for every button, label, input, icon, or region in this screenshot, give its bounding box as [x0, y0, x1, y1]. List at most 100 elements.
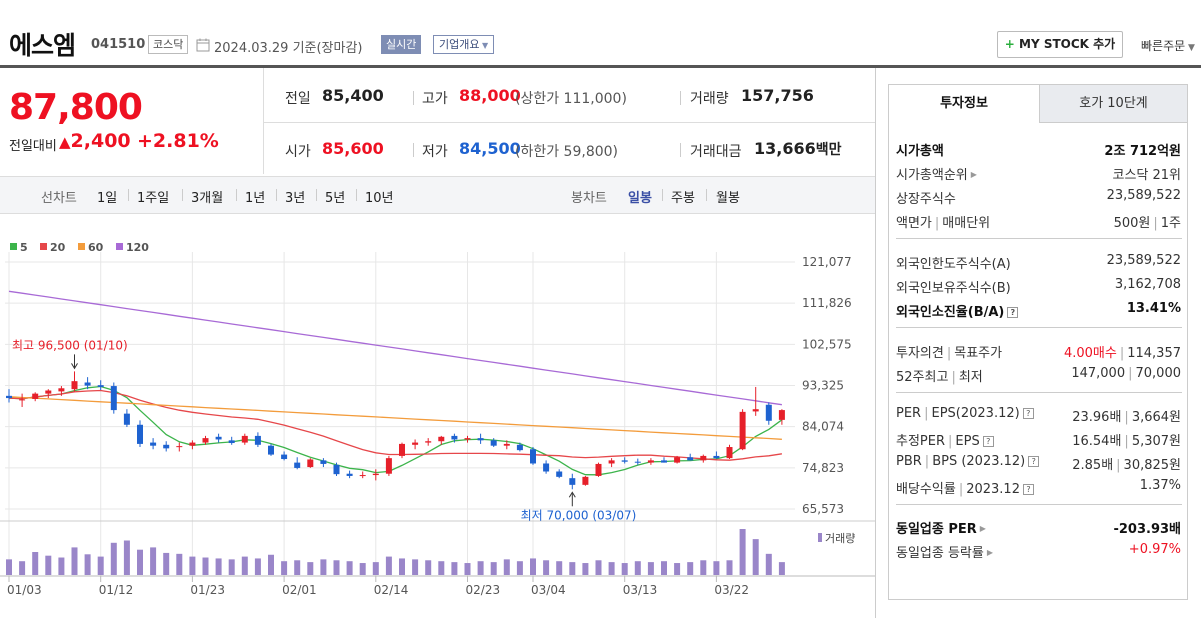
- volume-bar: [778, 562, 785, 575]
- help-icon[interactable]: ?: [1022, 408, 1034, 419]
- pbr-value: 2.85배: [1072, 458, 1114, 473]
- trade-amount-label: 거래대금: [690, 144, 742, 160]
- tab-5year[interactable]: 5년: [325, 191, 346, 206]
- candle-body: [385, 458, 392, 474]
- company-overview-button[interactable]: 기업개요 ▼: [433, 35, 495, 54]
- separator: [182, 189, 183, 201]
- cap-rank-label[interactable]: 시가총액순위 ▶: [896, 164, 977, 183]
- volume-bar: [425, 560, 432, 575]
- candle-body: [503, 443, 510, 446]
- candle-body: [189, 442, 196, 446]
- candle-body: [176, 446, 183, 448]
- help-icon[interactable]: ?: [1007, 307, 1019, 318]
- candle-body: [516, 444, 523, 451]
- volume-bar: [713, 561, 720, 575]
- tab-weekly[interactable]: 주봉: [671, 191, 695, 206]
- candle-body: [19, 399, 26, 401]
- volume-bar: [477, 561, 484, 575]
- chart-annotations: 최고 96,500 (01/10) 최저 70,000 (03/07): [12, 338, 636, 522]
- open-value: 85,600: [322, 139, 384, 158]
- industry-per-label-text: 동일업종 PER: [896, 522, 977, 537]
- volume-bar: [189, 556, 196, 575]
- industry-rate-value: +0.97%: [1128, 542, 1181, 557]
- prev-close-value: 85,400: [322, 86, 384, 105]
- tab-1day[interactable]: 1일: [97, 191, 118, 206]
- candle-body: [372, 473, 379, 476]
- volume-bars: 거래량: [6, 529, 855, 575]
- industry-per-label[interactable]: 동일업종 PER ▶: [896, 518, 986, 537]
- chart-grid: [0, 252, 875, 577]
- company-code: 041510: [91, 37, 146, 52]
- bps-value: 30,825원: [1123, 458, 1181, 473]
- chart-tab-bar: [0, 176, 875, 214]
- legend-label-5: 5: [20, 241, 28, 254]
- volume-bar: [320, 559, 327, 575]
- tab-monthly[interactable]: 월봉: [716, 191, 740, 206]
- candle-body: [320, 460, 327, 464]
- candle-body: [621, 460, 628, 462]
- candle-body: [687, 457, 694, 461]
- volume-bar: [752, 539, 759, 575]
- candle-body: [110, 386, 117, 411]
- volume-bar: [294, 560, 301, 575]
- candle-body: [661, 460, 667, 463]
- candle-body: [700, 455, 707, 461]
- candle-body: [71, 381, 78, 390]
- candle-body: [228, 440, 235, 444]
- legend-swatch-5: [10, 243, 17, 250]
- est-eps-label: EPS: [955, 434, 980, 449]
- target-label: 목표주가: [954, 346, 1003, 361]
- moving-average-lines: [8, 290, 783, 476]
- legend-label-120: 120: [126, 241, 149, 254]
- candle-body: [58, 388, 65, 392]
- tab-10year[interactable]: 10년: [365, 191, 394, 206]
- realtime-button[interactable]: 실시간: [381, 35, 422, 54]
- help-icon[interactable]: ?: [1022, 484, 1034, 495]
- tab-daily[interactable]: 일봉: [628, 191, 652, 206]
- foreign-hold-value: 3,162,708: [1114, 277, 1181, 292]
- open-label: 시가: [285, 144, 311, 160]
- x-tick-label: 02/23: [466, 583, 501, 597]
- per-eps-value: 23.96배 | 3,664원: [1072, 410, 1181, 425]
- candle-body: [674, 457, 681, 463]
- volume-bar: [202, 557, 209, 575]
- quick-order-menu[interactable]: 빠른주문 ▼: [1141, 37, 1195, 54]
- price-divider: [263, 68, 264, 174]
- company-name: 에스엠: [9, 31, 76, 60]
- separator: [413, 91, 414, 105]
- help-icon[interactable]: ?: [1028, 456, 1040, 467]
- tab-investment-info[interactable]: 투자정보: [889, 85, 1039, 123]
- low-value: 84,500: [459, 139, 521, 158]
- market-badge: 코스닥: [148, 35, 189, 54]
- separator: [680, 143, 681, 157]
- candle-body: [726, 447, 733, 459]
- volume-bar: [254, 558, 261, 575]
- volume-bar: [661, 561, 667, 575]
- tab-1year[interactable]: 1년: [245, 191, 266, 206]
- high-value: 88,000: [459, 86, 521, 105]
- candle-body: [556, 471, 563, 477]
- y-tick-label: 65,573: [802, 502, 844, 516]
- change-amount: ▲2,400: [59, 130, 131, 152]
- y-tick-label: 111,826: [802, 296, 852, 310]
- tab-3month[interactable]: 3개월: [191, 191, 224, 206]
- tab-3year[interactable]: 3년: [285, 191, 306, 206]
- separator: [680, 91, 681, 105]
- candle-body: [215, 436, 222, 440]
- stock-header: 에스엠 041510 코스닥 2024.03.29 기준(장마감) 실시간 기업…: [0, 0, 1201, 68]
- help-icon[interactable]: ?: [982, 436, 994, 447]
- candle-body: [163, 444, 170, 449]
- per-value: 23.96배: [1072, 410, 1122, 425]
- candle-body: [608, 460, 615, 464]
- add-mystock-button[interactable]: + MY STOCK 추가: [997, 31, 1123, 58]
- tab-1week[interactable]: 1주일: [137, 191, 170, 206]
- volume-bar: [163, 552, 170, 575]
- tab-quote-10[interactable]: 호가 10단계: [1039, 85, 1187, 123]
- ma-legend: 5 20 60 120: [10, 241, 149, 254]
- volume-bar: [333, 560, 340, 575]
- volume-bar: [97, 556, 104, 575]
- y-tick-label: 93,325: [802, 379, 844, 393]
- industry-rate-label[interactable]: 동일업종 등락률 ▶: [896, 542, 993, 561]
- opinion-label: 투자의견: [896, 346, 944, 361]
- section-divider: [896, 392, 1182, 393]
